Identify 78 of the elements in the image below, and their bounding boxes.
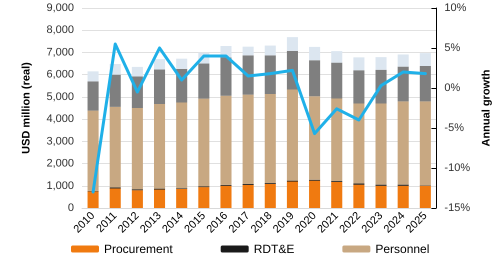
- y2-tick-label: -15%: [444, 202, 470, 214]
- bar: [420, 101, 431, 186]
- y-tick-label: 1,000: [46, 180, 74, 192]
- bar: [331, 98, 342, 182]
- bar: [353, 57, 364, 70]
- bar: [264, 94, 276, 184]
- bar: [88, 81, 99, 111]
- bar: [331, 182, 342, 208]
- line-series: [92, 42, 427, 194]
- bar: [353, 70, 364, 104]
- bar: [353, 184, 364, 208]
- y2-tick-label: 0%: [444, 82, 461, 94]
- bar: [376, 57, 387, 70]
- bar: [154, 59, 166, 70]
- bar: [309, 60, 320, 96]
- bar: [331, 51, 342, 63]
- bar: [309, 180, 320, 208]
- bar: [420, 186, 431, 208]
- bar: [110, 188, 121, 208]
- y-tick-label: 4,000: [46, 113, 74, 126]
- bar: [398, 186, 409, 208]
- bar: [376, 186, 387, 208]
- legend-label: Personnel: [375, 242, 430, 256]
- bar: [420, 66, 431, 102]
- bar: [242, 184, 254, 208]
- bar: [132, 66, 143, 76]
- bar: [198, 64, 210, 99]
- bar: [88, 71, 99, 82]
- y-tick-label: 3,000: [46, 135, 74, 148]
- legend-label: Procurement: [104, 242, 174, 256]
- bar: [220, 58, 232, 96]
- y-tick-label: 5,000: [46, 90, 74, 103]
- bar: [353, 104, 364, 184]
- bar: [264, 55, 276, 94]
- y2-axis-title: Annual growth: [480, 69, 492, 146]
- bar: [376, 104, 387, 185]
- bar: [132, 190, 143, 208]
- y-tick-label: 6,000: [46, 68, 74, 81]
- y2-tick-label: -10%: [444, 162, 470, 174]
- bar: [331, 62, 342, 98]
- bar: [242, 55, 254, 95]
- bar: [110, 106, 121, 188]
- bar: [176, 58, 188, 69]
- bar: [398, 66, 409, 102]
- bar: [398, 101, 409, 185]
- y-tick-label: 0: [68, 202, 74, 214]
- legend-label: RDT&E: [254, 242, 294, 256]
- bar: [398, 54, 409, 67]
- bar: [309, 96, 320, 180]
- bar: [286, 37, 298, 51]
- bar: [242, 94, 254, 184]
- bar: [154, 70, 166, 104]
- bar: [264, 184, 276, 208]
- bar: [198, 187, 210, 208]
- y-tick-label: 9,000: [46, 2, 74, 14]
- bar: [420, 53, 431, 66]
- bar: [242, 46, 254, 56]
- bar: [88, 191, 99, 208]
- bar: [132, 108, 143, 190]
- bar: [286, 182, 298, 208]
- y-tick-label: 7,000: [46, 46, 74, 58]
- y-axis-title: USD million (real): [20, 62, 32, 154]
- bar: [154, 104, 166, 189]
- bar: [176, 102, 188, 188]
- bar: [264, 46, 276, 56]
- y2-tick-label: -5%: [444, 122, 464, 134]
- bar: [220, 186, 232, 208]
- bar: [110, 74, 121, 107]
- y2-tick-label: 5%: [444, 42, 461, 54]
- y-tick-label: 2,000: [46, 158, 74, 170]
- bar: [176, 188, 188, 208]
- bar: [220, 96, 232, 185]
- y2-tick-label: 10%: [444, 2, 467, 14]
- bar: [309, 46, 320, 60]
- bar: [286, 90, 298, 181]
- bar: [154, 190, 166, 208]
- bar: [198, 98, 210, 186]
- y-tick-label: 8,000: [46, 24, 74, 36]
